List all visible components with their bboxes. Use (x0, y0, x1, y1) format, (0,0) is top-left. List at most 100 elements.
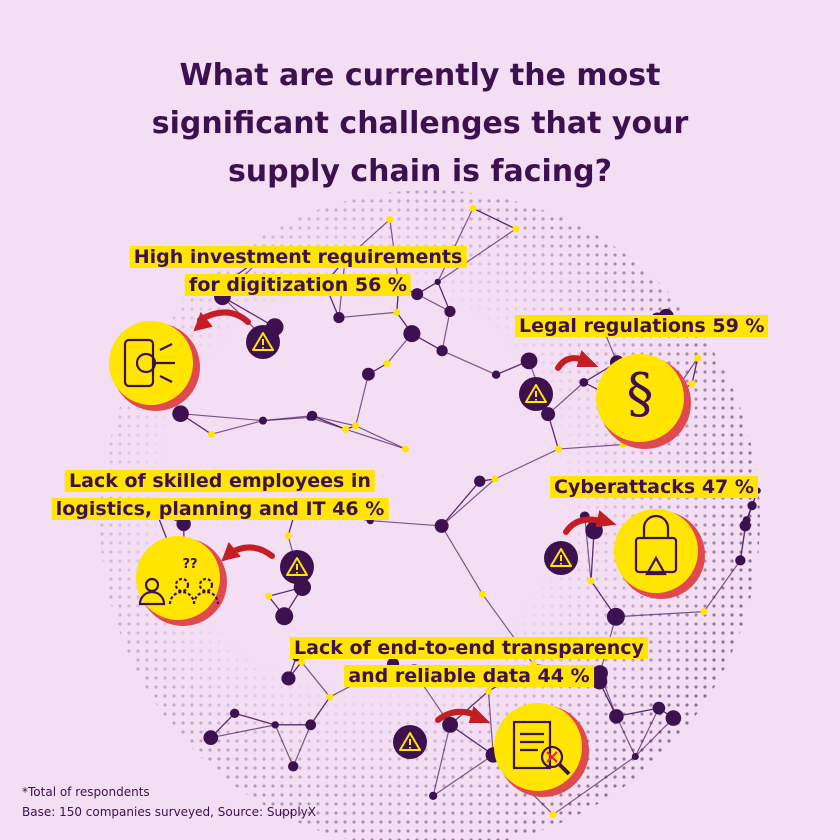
footnote: *Total of respondents Base: 150 companie… (22, 782, 316, 822)
network-node (281, 671, 296, 686)
network-node (229, 708, 240, 719)
title-line: significant challenges that your (151, 106, 689, 141)
network-node (512, 225, 520, 233)
network-link (615, 611, 704, 618)
warning-glyph (525, 384, 547, 403)
network-node (591, 665, 608, 682)
network-node (554, 445, 562, 453)
network-link (472, 207, 516, 230)
label-line: Cyberattacks 47 % (550, 476, 758, 498)
label-line: Lack of end-to-end transparency (290, 637, 648, 659)
label-line: logistics, planning and IT 46 % (51, 498, 389, 520)
document-icon (520, 732, 544, 752)
challenge-label: Legal regulations 59 % (515, 312, 769, 340)
arrow-head (595, 510, 617, 528)
network-link (432, 724, 451, 796)
network-link (449, 724, 494, 756)
footnote-line: *Total of respondents (22, 785, 150, 799)
network-link (180, 413, 264, 422)
arrows (193, 309, 617, 723)
icon-glyphs: § ?? (123, 338, 678, 776)
question-icon: ?? (182, 557, 197, 572)
network-node (491, 370, 501, 379)
network-node (342, 425, 350, 433)
network-node (176, 516, 191, 532)
network-node (326, 693, 334, 701)
network-node (386, 216, 394, 224)
network-node (362, 367, 375, 381)
icon-circle (596, 354, 684, 442)
network-node (352, 422, 360, 430)
network-node (271, 721, 279, 729)
network-link (441, 480, 481, 527)
network-node (436, 345, 448, 357)
network-node (491, 475, 499, 483)
network-node (275, 607, 294, 626)
network-node (434, 518, 449, 533)
document-icon (512, 720, 552, 770)
network-node (474, 475, 486, 487)
network-link (552, 755, 636, 816)
network-node (520, 352, 538, 370)
network-link (703, 560, 741, 612)
network-node (652, 701, 666, 715)
network-link (262, 415, 313, 422)
network-link (345, 428, 406, 450)
network-link (370, 520, 442, 527)
network-node (307, 410, 318, 421)
network-node (411, 288, 424, 301)
network-node (393, 308, 401, 316)
network-node (401, 445, 409, 453)
network-node (434, 278, 441, 286)
icon-circle (109, 321, 193, 405)
network-node (735, 555, 746, 566)
phone-icon (123, 338, 155, 388)
icon-circle (136, 536, 220, 620)
warning-glyph (399, 732, 421, 751)
network-node (541, 407, 556, 422)
label-line: Lack of skilled employees in (65, 470, 375, 492)
arrow-head (576, 350, 599, 367)
network-node (665, 710, 682, 726)
section-icon: § (627, 362, 654, 425)
network-node (609, 709, 624, 724)
network-link (310, 696, 331, 726)
network-node (606, 607, 625, 626)
icons (109, 321, 705, 797)
network-link (634, 707, 660, 757)
network-link (441, 478, 496, 527)
network-node (700, 608, 708, 616)
network-node (403, 325, 421, 343)
network-node (549, 811, 557, 819)
network-link (274, 724, 294, 767)
network-link (441, 350, 497, 376)
network-node (172, 405, 189, 423)
lock-icon (642, 514, 670, 538)
links-icon (155, 343, 175, 383)
network-link (487, 691, 494, 755)
network-node (258, 416, 268, 425)
network-node (747, 500, 757, 511)
network-link (338, 311, 397, 319)
network-node (478, 590, 486, 598)
warning-glyph (252, 332, 274, 351)
network-node (284, 532, 292, 540)
network-link (210, 724, 276, 739)
label-line: and reliable data 44 % (344, 665, 594, 687)
network-link (441, 311, 451, 351)
label-line: Legal regulations 59 % (515, 315, 769, 337)
network-link (301, 661, 331, 698)
network-node (305, 719, 317, 731)
network-node (265, 592, 273, 600)
network-link (222, 296, 276, 328)
magnifier-icon (540, 745, 564, 769)
label-line: for digitization 56 % (185, 274, 411, 296)
network-node (298, 658, 306, 666)
warning-icon (645, 555, 667, 576)
title: What are currently the most significant … (0, 52, 840, 196)
warnings (246, 325, 578, 759)
network-node (484, 687, 492, 695)
title-line: supply chain is facing? (227, 154, 613, 189)
network-link (441, 525, 483, 595)
